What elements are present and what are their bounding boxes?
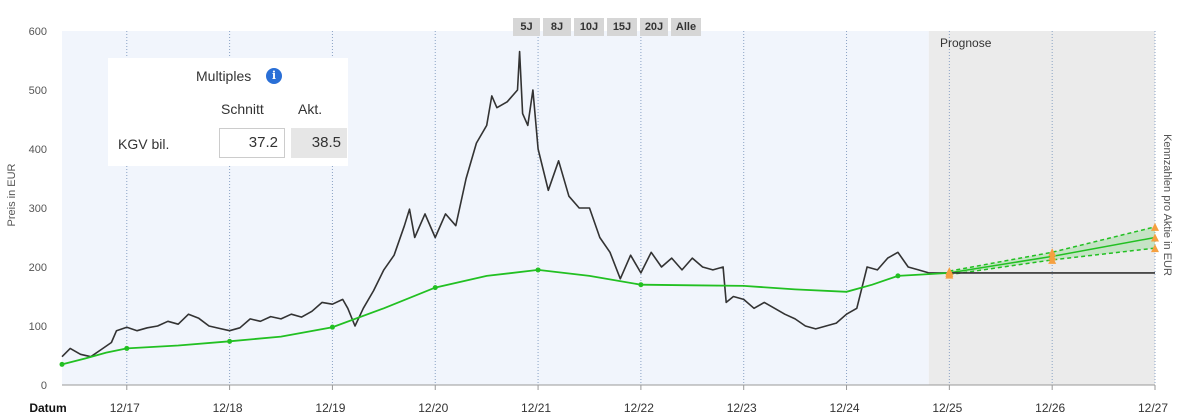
x-tick-label: 12/25: [932, 401, 962, 415]
y-tick-label: 0: [41, 380, 47, 392]
y-tick-label: 200: [29, 262, 47, 274]
forecast-range-band: [949, 226, 1155, 275]
x-axis-ticks: 12/17 12/18 12/19 12/20 12/21 12/22 12/23 12/24…: [110, 385, 1168, 415]
y-tick-label: 300: [29, 203, 47, 215]
series-layer: [61, 50, 1155, 366]
fair-value-point: [895, 273, 901, 279]
fair-value-point: [329, 324, 335, 330]
forecast-background: [928, 31, 1155, 385]
multiples-title: Multiples: [196, 68, 252, 84]
y-axis-title-right: Kennzahlen pro Aktie in EUR: [1161, 134, 1173, 276]
fair-value-point: [432, 285, 438, 291]
range-button-15j[interactable]: 15J: [607, 18, 637, 36]
forecast-marker: [1151, 233, 1159, 242]
plot-background: [62, 31, 1155, 386]
forecast-marker: [1048, 248, 1057, 257]
x-tick-label: 12/20: [418, 401, 448, 415]
x-tick-label: 12/26: [1035, 401, 1065, 415]
forecast-label: Prognose: [940, 36, 992, 50]
x-tick-label: 12/27: [1138, 401, 1168, 415]
fair-value-point: [124, 345, 130, 351]
multiples-col-avg: Schnitt: [221, 101, 264, 117]
range-button-alle[interactable]: Alle: [671, 18, 701, 36]
forecast-high-line: [949, 226, 1156, 272]
multiples-col-current: Akt.: [298, 101, 323, 117]
y-axis-ticks: 0 100 200 300 400 500 600: [29, 26, 47, 392]
range-button-5j[interactable]: 5J: [513, 18, 540, 36]
multiples-current-value: 38.5: [291, 128, 347, 158]
forecast-marker: [1151, 244, 1159, 253]
range-button-20j[interactable]: 20J: [640, 18, 668, 36]
x-tick-label: 12/24: [830, 401, 860, 415]
price-line: [61, 50, 930, 358]
fair-value-point: [227, 338, 233, 344]
x-tick-label: 12/19: [315, 401, 345, 415]
y-tick-label: 400: [29, 144, 47, 156]
x-tick-label: 12/22: [624, 401, 654, 415]
x-tick-label: 12/17: [110, 401, 140, 415]
info-icon[interactable]: i: [266, 68, 282, 84]
forecast-marker: [1048, 252, 1057, 261]
range-button-10j[interactable]: 10J: [574, 18, 604, 36]
markers-layer: [59, 222, 1159, 367]
y-axis-title: Preis in EUR: [6, 163, 18, 226]
fair-value-point: [59, 361, 65, 367]
y-tick-label: 500: [29, 85, 47, 97]
multiples-avg-value: 37.2: [219, 128, 285, 158]
forecast-marker: [945, 267, 954, 276]
fair-value-line: [61, 268, 950, 366]
range-button-8j[interactable]: 8J: [543, 18, 571, 36]
y-tick-label: 100: [29, 321, 47, 333]
x-tick-label: 12/21: [521, 401, 551, 415]
fair-value-point: [535, 267, 541, 273]
multiples-panel: Multiples i Schnitt Akt. KGV bil. 37.2 3…: [108, 58, 348, 166]
x-tick-label: 12/18: [213, 401, 243, 415]
fair-value-point: [638, 282, 644, 288]
forecast-marker: [1151, 222, 1159, 231]
y-tick-label: 600: [29, 26, 47, 38]
multiples-row-label: KGV bil.: [118, 136, 170, 152]
x-axis-title: Datum: [29, 401, 66, 415]
gridlines: [126, 31, 1156, 385]
x-tick-label: 12/23: [727, 401, 757, 415]
